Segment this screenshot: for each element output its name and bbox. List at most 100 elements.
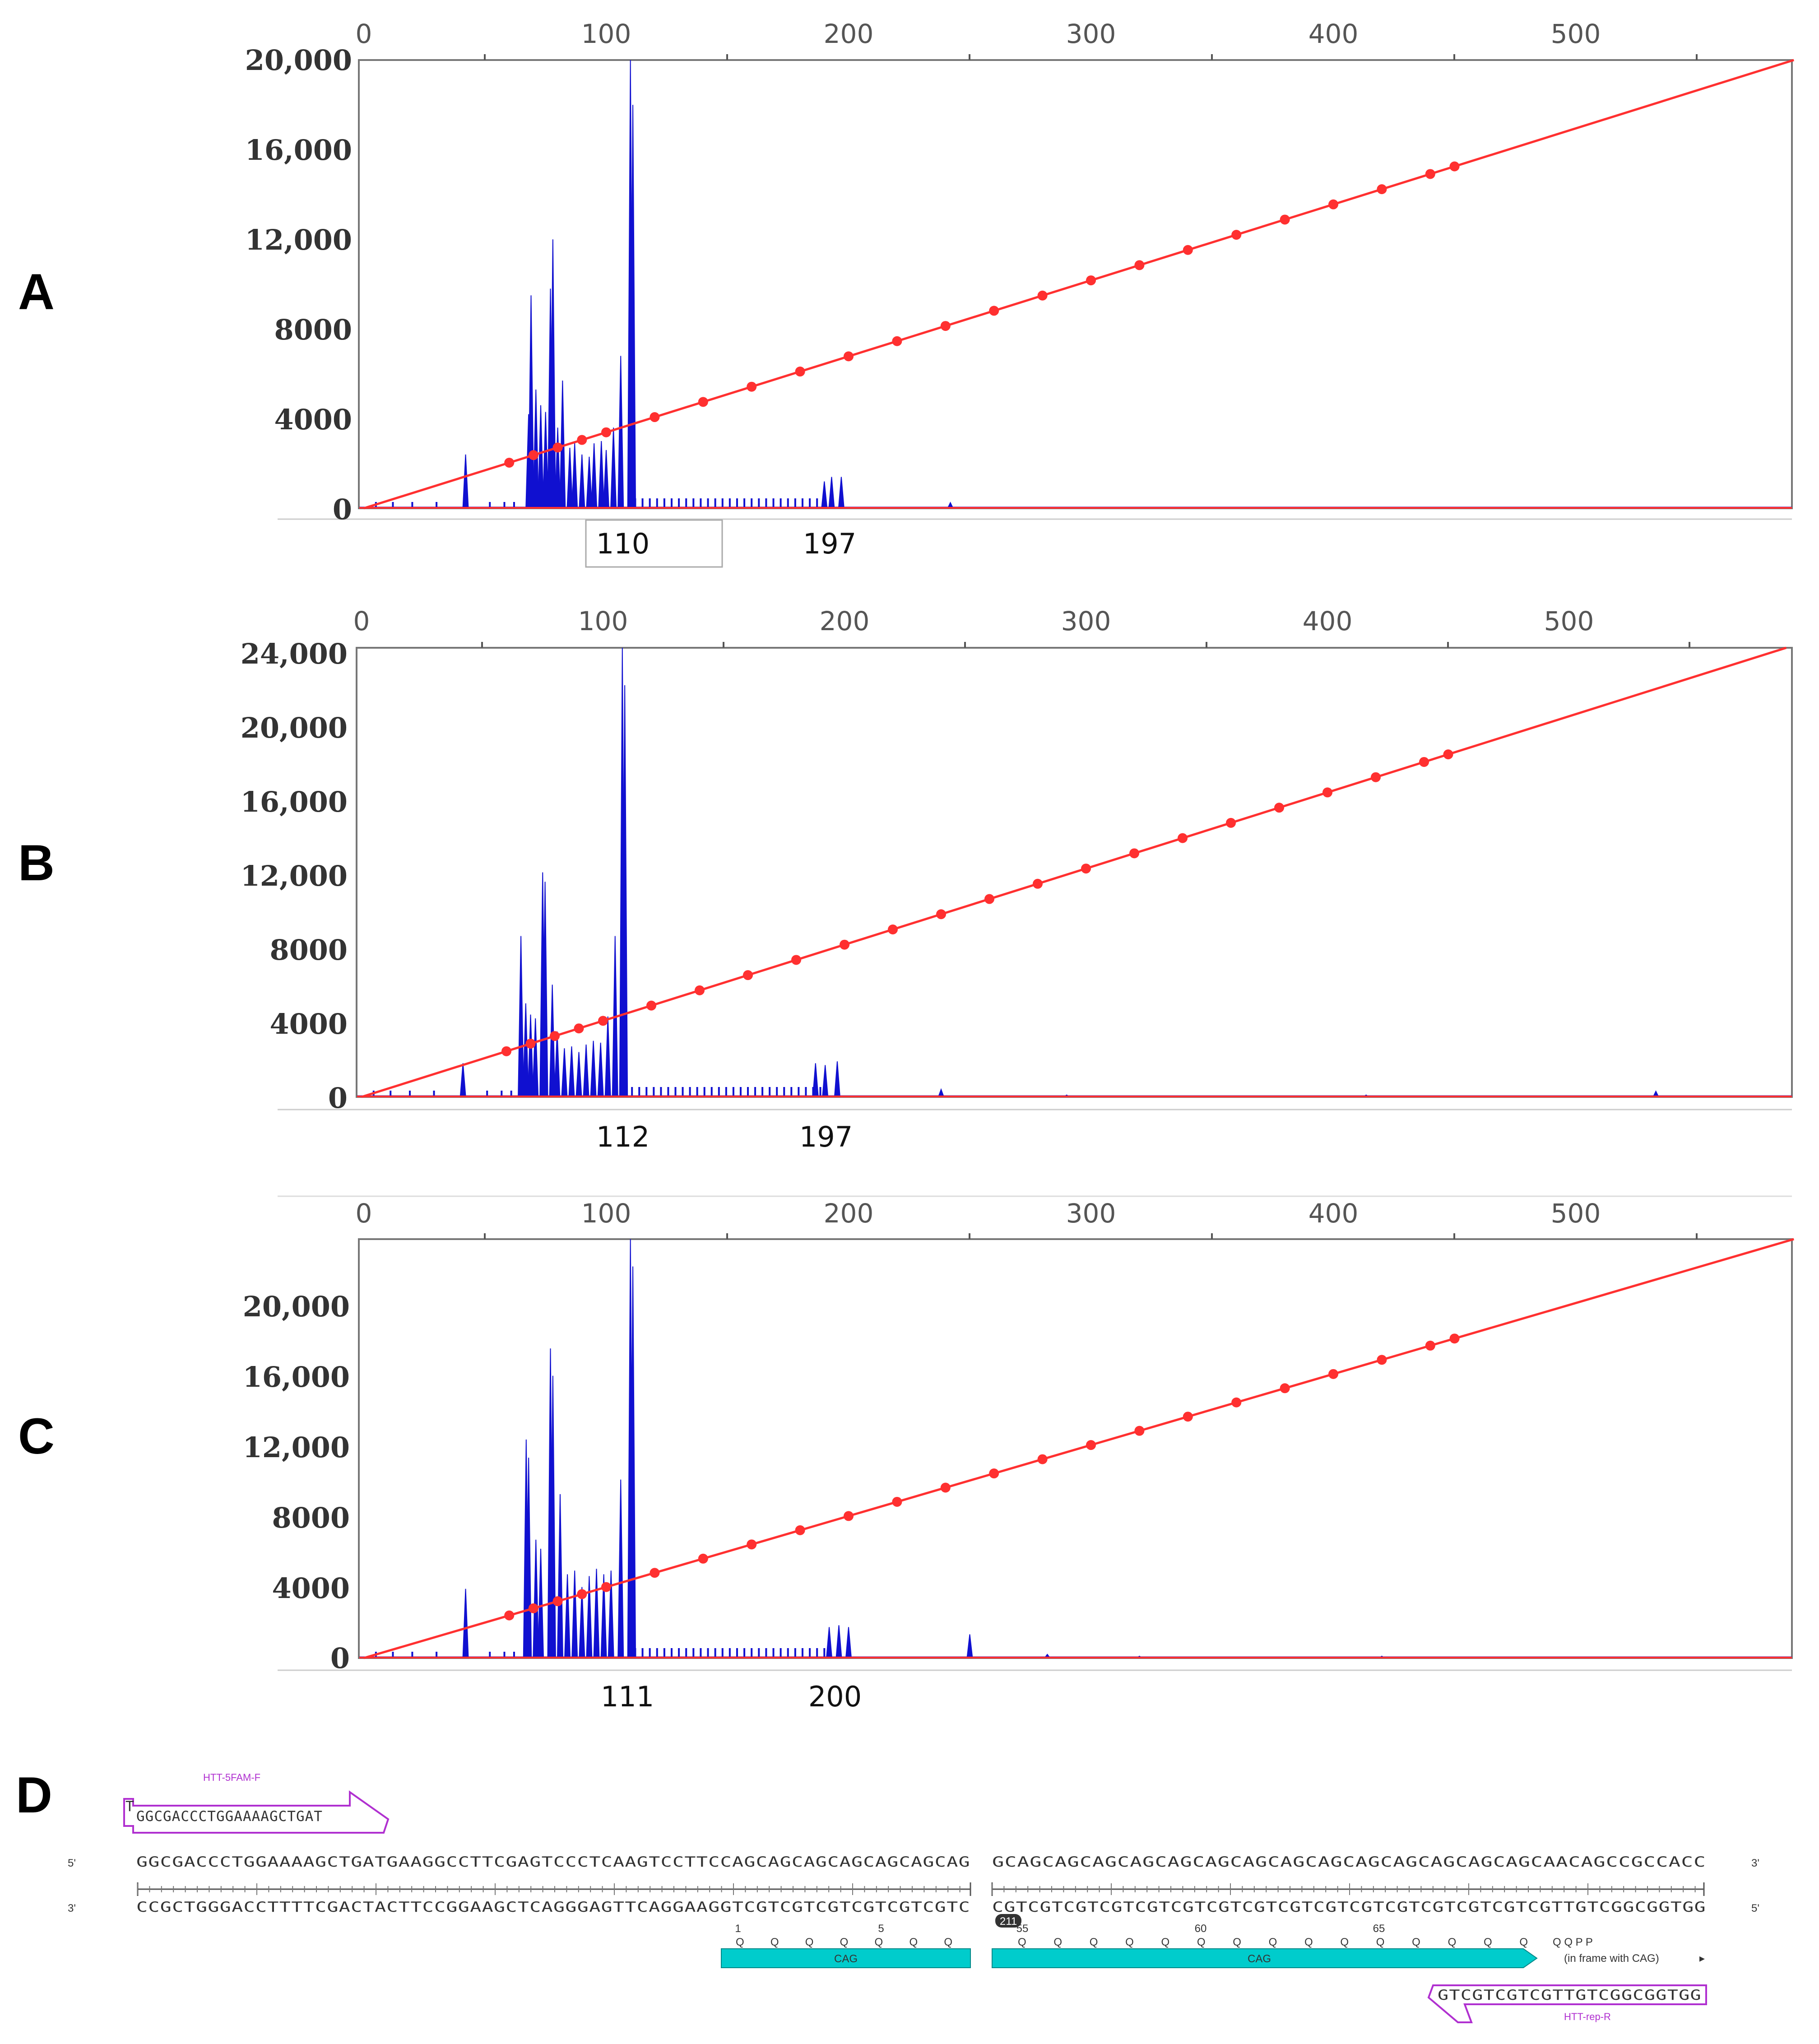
size-standard-marker [552, 442, 563, 453]
size-standard-marker [1231, 230, 1242, 240]
size-standard-marker [1449, 161, 1460, 172]
y-tick-label: 12,000 [241, 859, 348, 892]
size-standard-marker [1183, 1412, 1193, 1422]
y-tick-label: 12,000 [245, 223, 352, 256]
size-standard-marker [577, 435, 587, 445]
position-number: 65 [1373, 1923, 1385, 1935]
size-standard-marker [795, 1525, 805, 1535]
size-standard-marker [1419, 757, 1429, 767]
y-tick-label: 0 [328, 1082, 348, 1115]
x-tick-label: 0 [356, 1198, 372, 1229]
size-standard-marker [1183, 245, 1193, 255]
size-standard-marker [936, 909, 946, 920]
size-standard-marker [1037, 290, 1048, 301]
size-standard-marker [650, 412, 660, 423]
x-tick-label: 300 [1066, 19, 1116, 49]
peak-label: 110 [596, 527, 650, 560]
y-tick-label: 20,000 [245, 44, 352, 77]
cag-feature-label: CAG [834, 1953, 858, 1965]
size-standard-marker [1328, 199, 1338, 209]
bottom-strand-5prime: 5' [1751, 1902, 1759, 1914]
x-tick-label: 500 [1551, 19, 1601, 49]
y-tick-label: 20,000 [241, 711, 348, 744]
size-standard-marker [695, 985, 705, 995]
size-standard-marker [601, 427, 611, 437]
y-tick-label: 0 [330, 1642, 350, 1675]
panel-a: A 0 100 200 300 400 500 0 4000 8000 [18, 19, 1795, 568]
panel-c-y-axis: 0 4000 8000 12,000 16,000 20,000 [243, 1290, 350, 1675]
position-number: 1 [735, 1923, 741, 1935]
bottom-strand-right: CGTCGTCGTCGTCGTCGTCGTCGTCGTCGTCGTCGTCGTC… [992, 1899, 1706, 1915]
top-strand-left: GGCGACCCTGGAAAAGCTGATGAAGGCCTTCGAGTCCCTC… [136, 1854, 970, 1870]
peak-label: 112 [596, 1120, 650, 1153]
size-standard-marker [528, 450, 538, 460]
x-tick-label: 200 [824, 19, 874, 49]
size-standard-marker [504, 1610, 515, 1621]
amino-acids-tail: Q Q P P [1553, 1936, 1593, 1948]
peak-label: 200 [808, 1680, 862, 1713]
break-badge-text: 211 [1000, 1915, 1017, 1928]
size-standard-marker [504, 458, 515, 468]
size-standard-marker [892, 336, 902, 346]
x-tick-label: 100 [578, 606, 628, 636]
y-tick-label: 4000 [269, 1008, 348, 1041]
panel-letter-d: D [16, 1767, 52, 1823]
x-tick-label: 100 [581, 19, 631, 49]
cag-feature-label: CAG [1248, 1953, 1271, 1965]
size-standard-marker [1443, 749, 1453, 760]
panel-a-sizing-curve [359, 59, 1795, 510]
forward-primer-name: HTT-5FAM-F [203, 1772, 260, 1783]
size-standard-marker [501, 1046, 511, 1056]
forward-primer: HTT-5FAM-F T GGCGACCCTGGAAAAGCTGAT [123, 1772, 390, 1834]
y-tick-label: 20,000 [243, 1290, 350, 1323]
panel-c-sizing-curve [359, 1238, 1795, 1659]
panel-c-x-axis: 0 100 200 300 400 500 [356, 1198, 1698, 1239]
size-standard-marker [989, 1468, 999, 1479]
y-tick-label: 16,000 [241, 785, 348, 818]
size-standard-marker [844, 1511, 854, 1521]
panel-b-y-axis: 0 4000 8000 12,000 16,000 20,000 24,000 [241, 637, 348, 1115]
size-standard-marker [552, 1596, 563, 1607]
top-strand-5prime: 5' [68, 1857, 76, 1869]
size-standard-marker [940, 1482, 951, 1493]
break-badge [995, 1914, 1021, 1928]
x-tick-label: 300 [1066, 1198, 1116, 1229]
size-standard-marker [1033, 878, 1043, 889]
size-standard-marker [1081, 864, 1091, 874]
size-standard-marker [743, 970, 753, 980]
amino-acids-left: Q Q Q Q Q Q Q [736, 1936, 952, 1948]
panel-b-sizing-curve [357, 646, 1792, 1098]
size-standard-marker [1328, 1369, 1338, 1379]
forward-primer-sequence: GGCGACCCTGGAAAAGCTGAT [136, 1808, 323, 1825]
position-number: 55 [1016, 1923, 1029, 1935]
size-standard-marker [1129, 848, 1139, 859]
size-standard-marker [1280, 1383, 1290, 1394]
size-standard-marker [984, 894, 994, 904]
x-tick-label: 400 [1309, 19, 1359, 49]
size-standard-marker [840, 939, 849, 950]
size-standard-marker [601, 1582, 611, 1592]
reverse-primer-arrow [1427, 1984, 1707, 2023]
size-standard-marker [1425, 169, 1435, 179]
size-standard-marker [795, 367, 805, 377]
cag-feature-right [992, 1948, 1538, 1968]
x-tick-label: 400 [1309, 1198, 1359, 1229]
size-standard-marker [1086, 1440, 1096, 1450]
sequence-ruler [137, 1882, 1705, 1896]
amino-acids-right: Q Q Q Q Q Q Q Q Q Q Q Q Q Q Q [1018, 1936, 1528, 1948]
panel-b-x-axis: 0 100 200 300 400 500 [353, 606, 1690, 648]
y-tick-label: 12,000 [243, 1431, 350, 1464]
x-tick-label: 300 [1061, 606, 1111, 636]
x-tick-label: 0 [356, 19, 372, 49]
panel-b: B 0 100 200 300 400 500 0 4000 8000 12,0… [18, 606, 1793, 1153]
panel-d: D HTT-5FAM-F T GGCGACCCTGGAAAAGCTGAT 5' … [16, 1767, 1759, 2023]
reverse-primer-sequence: GTCGTCGTCGTTGTCGGCGGTGG [1438, 1987, 1702, 2003]
y-tick-label: 4000 [274, 403, 352, 436]
cag-feature-left [721, 1948, 971, 1968]
position-number: 60 [1195, 1923, 1207, 1935]
size-standard-marker [1449, 1333, 1460, 1344]
size-standard-marker [1322, 787, 1332, 798]
frame-note: (in frame with CAG) [1564, 1952, 1659, 1965]
y-tick-label: 8000 [269, 934, 348, 966]
